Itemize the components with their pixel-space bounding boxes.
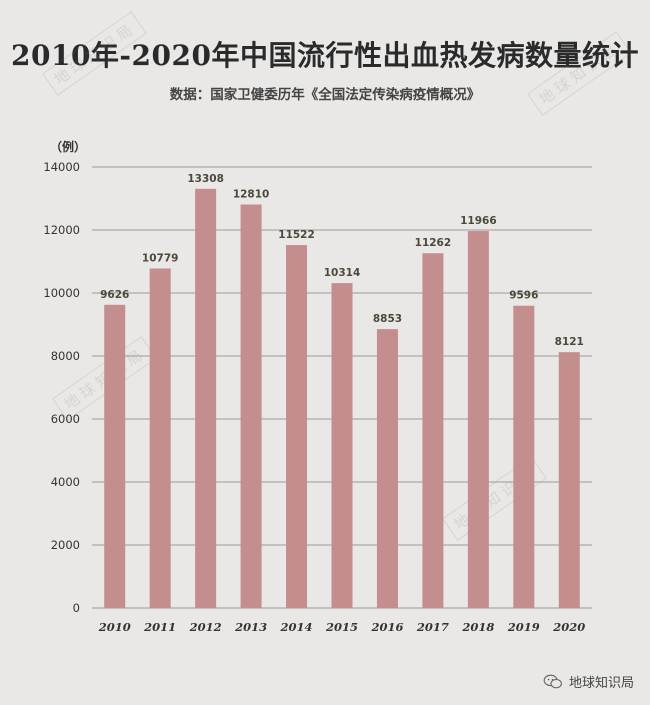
x-tick-label: 2020 <box>552 620 585 634</box>
x-tick-label: 2010 <box>98 620 131 634</box>
data-label: 10779 <box>142 252 179 264</box>
x-tick-label: 2019 <box>507 620 540 634</box>
y-tick-label: 6000 <box>51 412 80 426</box>
data-label: 9626 <box>100 289 129 301</box>
data-label: 11522 <box>278 229 315 241</box>
y-tick-label: 14000 <box>43 160 80 174</box>
bar <box>467 231 489 609</box>
y-tick-label: 8000 <box>51 349 80 363</box>
bar <box>104 304 126 608</box>
chart-title: 2010年-2020年中国流行性出血热发病数量统计 <box>11 39 639 72</box>
x-tick-label: 2017 <box>416 620 449 634</box>
data-label: 8121 <box>555 336 584 348</box>
bar <box>149 268 171 608</box>
data-label: 11262 <box>415 237 452 249</box>
bar <box>286 245 308 608</box>
x-tick-label: 2013 <box>234 620 267 634</box>
wechat-icon <box>543 674 562 688</box>
bar <box>513 305 535 608</box>
bar <box>376 329 398 608</box>
data-label: 10314 <box>324 267 361 279</box>
data-label: 13308 <box>187 173 224 185</box>
x-tick-label: 2016 <box>370 620 403 634</box>
y-tick-label: 4000 <box>51 475 80 489</box>
x-tick-label: 2012 <box>189 620 222 634</box>
bar <box>558 352 580 608</box>
x-tick-label: 2018 <box>461 620 494 634</box>
data-label: 11966 <box>460 215 497 227</box>
x-tick-label: 2015 <box>325 620 358 634</box>
y-tick-label: 10000 <box>43 286 80 300</box>
data-label: 8853 <box>373 313 402 325</box>
bar <box>195 188 217 608</box>
chart-source: 数据：国家卫健委历年《全国法定传染病疫情概况》 <box>169 87 481 103</box>
bar <box>240 204 262 609</box>
y-tick-label: 12000 <box>43 223 80 237</box>
data-label: 12810 <box>233 188 270 200</box>
y-axis-unit: （例） <box>50 140 87 154</box>
bar <box>331 283 353 608</box>
y-tick-label: 0 <box>73 601 80 615</box>
data-label: 9596 <box>509 290 538 302</box>
x-tick-label: 2014 <box>280 620 313 634</box>
footer-brand: 地球知识局 <box>543 672 634 691</box>
y-tick-label: 2000 <box>51 538 80 552</box>
footer-brand-label: 地球知识局 <box>568 676 634 691</box>
x-tick-label: 2011 <box>143 620 176 634</box>
bar <box>422 253 444 608</box>
